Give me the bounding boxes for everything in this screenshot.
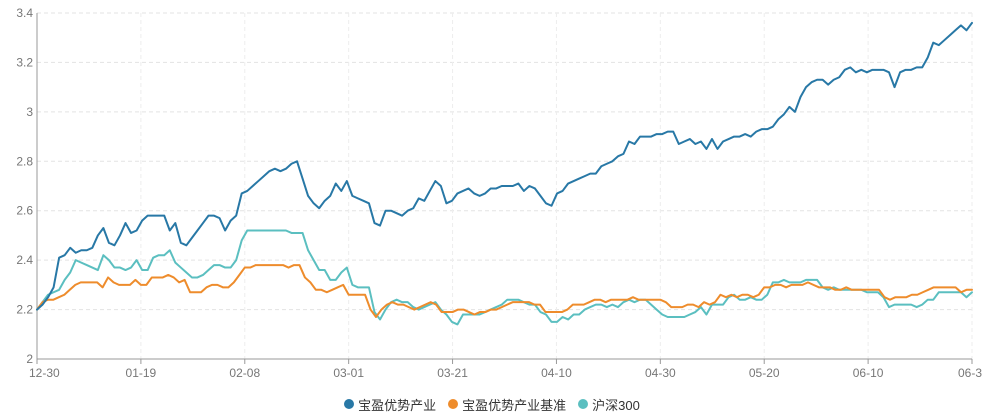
legend-dot-benchmark bbox=[448, 399, 459, 409]
series-line-benchmark[interactable] bbox=[36, 264, 973, 318]
legend-label-benchmark: 宝盈优势产业基准 bbox=[462, 397, 567, 413]
x-tick-label: 02-08 bbox=[229, 366, 260, 380]
x-tick-label: 12-30 bbox=[29, 366, 60, 380]
y-tick-label: 2.8 bbox=[16, 154, 33, 168]
x-tick-label: 04-10 bbox=[541, 366, 572, 380]
y-tick-label: 3.4 bbox=[16, 6, 33, 20]
y-tick-label: 3 bbox=[26, 105, 33, 119]
x-tick-label: 03-01 bbox=[333, 366, 364, 380]
legend-dot-csi300 bbox=[578, 399, 589, 409]
series-line-fund[interactable] bbox=[36, 21, 973, 311]
grid-lines bbox=[37, 12, 973, 359]
x-tick-label: 06-3 bbox=[958, 366, 982, 380]
legend-label-fund: 宝盈优势产业 bbox=[358, 397, 437, 413]
x-tick-label: 06-10 bbox=[853, 366, 884, 380]
x-tick-label: 04-30 bbox=[645, 366, 676, 380]
y-axis-ticks: 2 2.2 2.4 2.6 2.8 3 3.2 3.4 bbox=[16, 6, 38, 366]
legend-item-csi300[interactable]: 沪深300 bbox=[578, 395, 640, 414]
legend-dot-fund bbox=[344, 399, 355, 409]
legend-item-fund[interactable]: 宝盈优势产业 bbox=[344, 395, 436, 414]
series-line-csi300[interactable] bbox=[36, 229, 973, 326]
series-lines bbox=[36, 21, 973, 326]
x-tick-label: 01-19 bbox=[126, 366, 157, 380]
y-tick-label: 2.6 bbox=[16, 204, 33, 218]
x-axis: 12-30 01-19 02-08 03-01 03-21 04-10 04-30 05-20… bbox=[29, 358, 982, 380]
y-tick-label: 2.4 bbox=[16, 253, 33, 267]
x-tick-label: 03-21 bbox=[437, 366, 468, 380]
y-tick-label: 2.2 bbox=[16, 303, 33, 317]
legend-item-benchmark[interactable]: 宝盈优势产业基准 bbox=[448, 395, 566, 414]
x-tick-label: 05-20 bbox=[749, 366, 780, 380]
legend-label-csi300: 沪深300 bbox=[592, 397, 640, 413]
y-tick-label: 3.2 bbox=[16, 55, 33, 69]
legend: 宝盈优势产业 宝盈优势产业基准 沪深300 bbox=[0, 394, 984, 414]
y-tick-label: 2 bbox=[26, 352, 33, 366]
line-chart: 2 2.2 2.4 2.6 2.8 3 3.2 3.4 12-30 01-19 02-08 03-0… bbox=[16, 6, 982, 380]
